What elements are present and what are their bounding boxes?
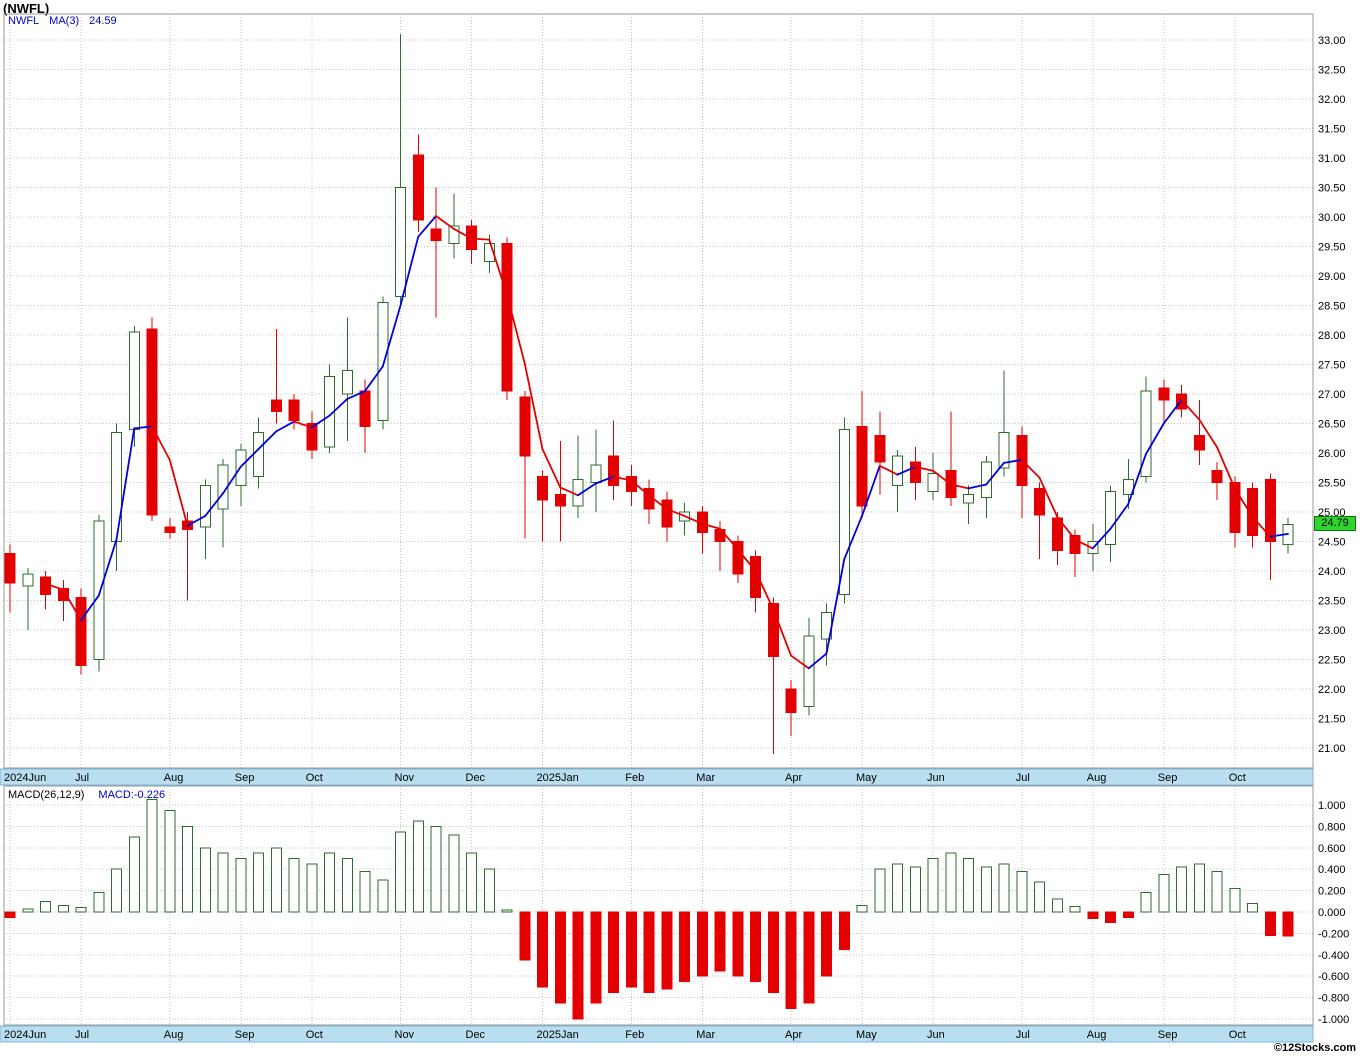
svg-text:Jul: Jul [1016,1029,1030,1041]
svg-text:Apr: Apr [785,1029,802,1041]
svg-text:Apr: Apr [785,772,802,784]
svg-text:2025Jan: 2025Jan [537,1029,579,1041]
last-price-tag: 24.79 [1314,516,1356,532]
svg-text:Jul: Jul [75,772,89,784]
macd-value-label: MACD:-0.226 [98,789,166,801]
page-title: (NWFL) [3,1,50,16]
svg-text:Jul: Jul [1016,772,1030,784]
svg-text:25.50: 25.50 [1318,478,1346,490]
svg-text:0.800: 0.800 [1318,821,1346,833]
svg-text:May: May [856,1029,877,1041]
svg-text:27.50: 27.50 [1318,360,1346,372]
svg-text:Dec: Dec [466,772,486,784]
macd-legend: MACD(26,12,9) MACD:-0.226 [8,789,165,801]
svg-text:0.600: 0.600 [1318,843,1346,855]
svg-text:2024Jun: 2024Jun [4,772,46,784]
svg-text:29.50: 29.50 [1318,242,1346,254]
svg-text:28.50: 28.50 [1318,301,1346,313]
svg-text:Jun: Jun [927,772,945,784]
watermark: ©12Stocks.com [1273,1042,1356,1054]
svg-text:1.000: 1.000 [1318,800,1346,812]
svg-text:23.00: 23.00 [1318,625,1346,637]
svg-text:Nov: Nov [395,772,415,784]
svg-text:Sep: Sep [235,772,255,784]
svg-text:Oct: Oct [1229,1029,1246,1041]
svg-text:Aug: Aug [1087,772,1107,784]
svg-text:Sep: Sep [1158,1029,1178,1041]
svg-text:27.00: 27.00 [1318,389,1346,401]
svg-text:-0.600: -0.600 [1318,971,1349,983]
svg-text:-0.200: -0.200 [1318,928,1349,940]
svg-text:23.50: 23.50 [1318,596,1346,608]
ma-label: MA(3) [49,15,80,27]
svg-text:31.50: 31.50 [1318,124,1346,136]
svg-text:Dec: Dec [466,1029,486,1041]
svg-text:Oct: Oct [1229,772,1246,784]
svg-text:0.400: 0.400 [1318,864,1346,876]
svg-text:21.00: 21.00 [1318,743,1346,755]
svg-text:21.50: 21.50 [1318,714,1346,726]
ma-value: 24.59 [89,15,117,27]
svg-text:22.00: 22.00 [1318,684,1346,696]
svg-text:Jun: Jun [927,1029,945,1041]
symbol-label: NWFL [8,15,40,27]
svg-text:Feb: Feb [625,1029,644,1041]
svg-text:32.50: 32.50 [1318,65,1346,77]
svg-text:28.00: 28.00 [1318,330,1346,342]
macd-params-label: MACD(26,12,9) [8,789,85,801]
svg-text:0.000: 0.000 [1318,907,1346,919]
svg-text:Aug: Aug [164,772,184,784]
svg-text:22.50: 22.50 [1318,655,1346,667]
svg-text:-1.000: -1.000 [1318,1014,1349,1026]
svg-text:Aug: Aug [164,1029,184,1041]
svg-text:26.50: 26.50 [1318,419,1346,431]
svg-text:30.00: 30.00 [1318,212,1346,224]
svg-text:Sep: Sep [1158,772,1178,784]
svg-text:Feb: Feb [625,772,644,784]
svg-text:24.50: 24.50 [1318,537,1346,549]
svg-text:32.00: 32.00 [1318,94,1346,106]
svg-text:Mar: Mar [696,1029,715,1041]
svg-text:2025Jan: 2025Jan [537,772,579,784]
svg-text:Sep: Sep [235,1029,255,1041]
svg-text:24.00: 24.00 [1318,566,1346,578]
svg-text:26.00: 26.00 [1318,448,1346,460]
svg-text:25.00: 25.00 [1318,507,1346,519]
svg-text:Aug: Aug [1087,1029,1107,1041]
svg-text:2024Jun: 2024Jun [4,1029,46,1041]
svg-text:30.50: 30.50 [1318,183,1346,195]
svg-text:Jul: Jul [75,1029,89,1041]
svg-text:Mar: Mar [696,772,715,784]
svg-text:31.00: 31.00 [1318,153,1346,165]
svg-text:-0.800: -0.800 [1318,993,1349,1005]
svg-text:0.200: 0.200 [1318,886,1346,898]
svg-text:33.00: 33.00 [1318,35,1346,47]
price-legend: NWFL MA(3) 24.59 [8,15,127,27]
svg-text:Oct: Oct [306,1029,323,1041]
svg-text:-0.400: -0.400 [1318,950,1349,962]
svg-text:May: May [856,772,877,784]
svg-text:Oct: Oct [306,772,323,784]
svg-text:Nov: Nov [395,1029,415,1041]
svg-text:29.00: 29.00 [1318,271,1346,283]
